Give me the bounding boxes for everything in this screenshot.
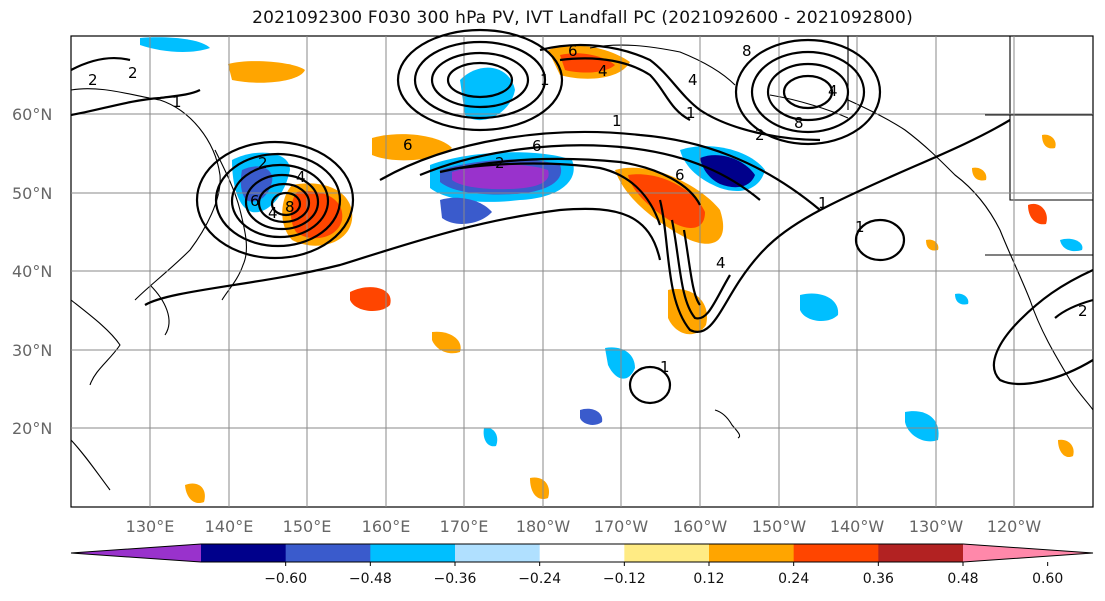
- colorbar-tick-label: −0.12: [603, 571, 646, 587]
- contour-label: 4: [828, 82, 838, 100]
- colorbar-tick-label: 0.24: [778, 571, 809, 587]
- anomaly-positive: [1042, 134, 1056, 149]
- colorbar-extend-min: [71, 544, 201, 562]
- lon-label: 150°W: [752, 517, 807, 536]
- contour-label: 2: [755, 126, 765, 144]
- anomaly-negative: [580, 408, 603, 425]
- lon-label: 130°E: [126, 517, 175, 536]
- contour-label: 4: [598, 62, 608, 80]
- contour-label: 4: [716, 254, 726, 272]
- anomaly-negative: [700, 155, 755, 188]
- colorbar-segment: [285, 544, 371, 562]
- anomaly-positive: [350, 287, 391, 312]
- contour-label: 2: [258, 154, 268, 172]
- contour-label: 2: [1078, 302, 1088, 320]
- lon-label: 160°E: [362, 517, 411, 536]
- lon-label: 170°W: [594, 517, 649, 536]
- colorbar: −0.60 −0.48 −0.36 −0.24 −0.12 0.12 0.24 0.36 0.4…: [70, 543, 1094, 587]
- lat-label: 30°N: [12, 341, 52, 360]
- contour-label: 6: [250, 192, 260, 210]
- anomaly-negative: [905, 411, 939, 442]
- lon-label: 170°E: [440, 517, 489, 536]
- anomaly-positive: [1028, 203, 1047, 225]
- latitude-labels: 20°N 30°N 40°N 50°N 60°N: [12, 105, 52, 438]
- colorbar-extend-max: [963, 544, 1093, 562]
- contour-labels: 2 2 1 2 4 6 4 8 6 6 2 1 4 6 1 1 4 8 8 4 …: [88, 42, 1088, 376]
- contour-label: 1: [855, 218, 865, 236]
- anomaly-positive: [926, 239, 939, 251]
- lat-label: 20°N: [12, 419, 52, 438]
- contour-label: 8: [794, 114, 804, 132]
- lon-label: 140°W: [830, 517, 885, 536]
- contour-label: 2: [88, 71, 98, 89]
- colorbar-tick-label: −0.48: [349, 571, 392, 587]
- colorbar-tick-label: −0.60: [264, 571, 307, 587]
- lat-label: 60°N: [12, 105, 52, 124]
- lon-label: 130°W: [909, 517, 964, 536]
- anomaly-positive: [185, 483, 205, 504]
- longitude-labels: 130°E 140°E 150°E 160°E 170°E 180°W 170°…: [126, 517, 1042, 536]
- contour-label: 4: [296, 168, 306, 186]
- contour-label: 1: [660, 358, 670, 376]
- lon-label: 150°E: [283, 517, 332, 536]
- colorbar-tick-label: 0.12: [693, 571, 724, 587]
- contour-label: 1: [172, 93, 182, 111]
- anomaly-negative: [1060, 238, 1083, 252]
- colorbar-segment: [624, 544, 710, 562]
- contour-label: 8: [742, 42, 752, 60]
- lat-label: 40°N: [12, 262, 52, 281]
- contour-label: 1: [612, 112, 622, 130]
- map-panel: 2 2 1 2 4 6 4 8 6 6 2 1 4 6 1 1 4 8 8 4 …: [70, 28, 1094, 508]
- colorbar-segment: [455, 544, 541, 562]
- lon-label: 140°E: [205, 517, 254, 536]
- anomaly-negative: [483, 427, 498, 447]
- contour-label: 2: [128, 64, 138, 82]
- lon-label: 180°W: [516, 517, 571, 536]
- contour-label: 6: [568, 42, 578, 60]
- contour-label: 1: [540, 71, 550, 89]
- colorbar-tick-label: −0.24: [518, 571, 561, 587]
- colorbar-segment: [539, 544, 625, 562]
- lat-label: 50°N: [12, 184, 52, 203]
- colorbar-tick-label: 0.48: [947, 571, 978, 587]
- colorbar-segment: [878, 544, 964, 562]
- colorbar-segment: [370, 544, 456, 562]
- lon-label: 160°W: [673, 517, 728, 536]
- contour-label: 6: [532, 137, 542, 155]
- anomaly-negative: [452, 164, 549, 190]
- anomaly-positive: [228, 61, 305, 83]
- colorbar-tick-label: 0.36: [863, 571, 894, 587]
- anomaly-negative: [140, 37, 210, 52]
- contour-label: 6: [675, 166, 685, 184]
- contour-label: 6: [403, 136, 413, 154]
- anomaly-positive: [972, 167, 987, 181]
- page-title: 2021092300 F030 300 hPa PV, IVT Landfall…: [252, 8, 913, 28]
- contour-label: 2: [495, 154, 505, 172]
- contour-label: 4: [268, 204, 278, 222]
- colorbar-segment: [793, 544, 879, 562]
- anomaly-negative: [440, 197, 492, 224]
- colorbar-tick-label: −0.36: [434, 571, 477, 587]
- anomaly-negative: [800, 293, 839, 322]
- anomaly-positive: [432, 331, 461, 354]
- graticule: [71, 36, 1093, 507]
- colorbar-segment: [201, 544, 287, 562]
- contour-label: 8: [285, 198, 295, 216]
- contour-label: 1: [686, 104, 696, 122]
- anomaly-negative: [955, 293, 969, 305]
- ivt-contours: [70, 28, 1094, 405]
- lon-label: 120°W: [987, 517, 1042, 536]
- contour-label: 1: [818, 194, 828, 212]
- anomaly-positive: [1058, 439, 1074, 458]
- colorbar-segment: [709, 544, 795, 562]
- anomaly-negative: [605, 347, 635, 379]
- contour-label: 4: [688, 71, 698, 89]
- anomaly-positive: [628, 174, 705, 228]
- anomaly-positive: [530, 477, 550, 500]
- colorbar-tick-label: 0.60: [1032, 571, 1063, 587]
- anomaly-positive: [372, 134, 452, 161]
